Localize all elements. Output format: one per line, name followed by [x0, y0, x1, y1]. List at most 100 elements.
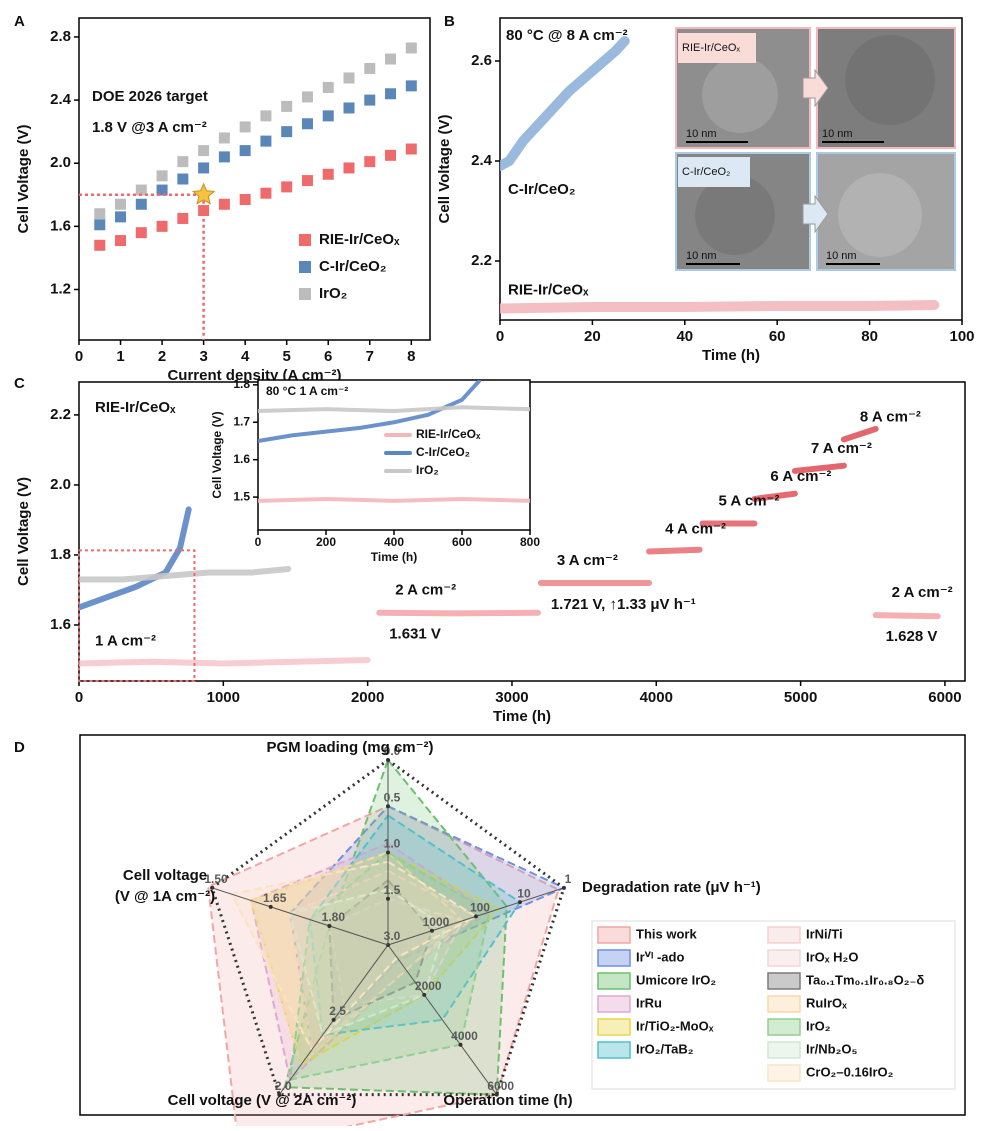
marker — [405, 42, 417, 54]
marker — [239, 194, 251, 206]
x-tick-label: 400 — [384, 535, 404, 549]
radar-axis-label: Cell voltage (V @ 2A cm⁻²) — [168, 1092, 357, 1109]
legend-swatch — [597, 949, 631, 967]
marker — [239, 145, 251, 157]
legend-swatch — [767, 972, 801, 990]
data-line — [872, 612, 941, 620]
y-tick-label: 1.6 — [50, 616, 71, 633]
marker — [405, 143, 417, 155]
data-line — [79, 656, 371, 667]
marker — [156, 184, 168, 196]
x-tick-label: 4000 — [640, 689, 673, 706]
marker — [260, 110, 272, 122]
legend-swatch — [767, 1041, 801, 1059]
legend-swatch — [299, 261, 311, 273]
marker — [260, 135, 272, 147]
radar-tick-label: 1.80 — [322, 910, 346, 924]
zoom-box — [78, 549, 196, 682]
y-tick-label: 1.8 — [50, 546, 71, 563]
radar-tick-label: 0.5 — [384, 790, 401, 804]
legend-label: IrO₂ — [416, 463, 439, 477]
data-line — [500, 300, 940, 314]
plot-area — [500, 36, 940, 314]
y-axis-label: Cell Voltage (V) — [210, 411, 224, 498]
legend-swatch — [597, 995, 631, 1013]
radar-series — [289, 805, 567, 1052]
texture — [695, 175, 775, 255]
plot-area — [79, 425, 941, 667]
radar-axis-label: PGM loading (mg cm⁻²) — [266, 739, 433, 756]
marker — [94, 219, 106, 231]
x-tick-label: 5000 — [784, 689, 817, 706]
radar-tick-label: 3.0 — [384, 929, 401, 943]
radar-axis — [387, 944, 498, 1095]
radar-axis-label: Operation time (h) — [443, 1092, 572, 1109]
marker — [260, 187, 272, 199]
marker — [115, 211, 127, 223]
x-tick-label: 4 — [241, 348, 250, 365]
radar-axis — [211, 887, 389, 946]
y-axis-label: Cell Voltage (V) — [436, 115, 453, 224]
data-line — [79, 565, 292, 583]
marker — [343, 72, 355, 84]
marker — [177, 173, 189, 185]
y-tick-label: 1.8 — [233, 377, 250, 391]
target-star — [191, 182, 216, 205]
y-tick-label: 1.7 — [233, 414, 250, 428]
x-tick-label: 0 — [75, 689, 83, 706]
annotation: 1.8 V @3 A cm⁻² — [92, 119, 207, 136]
x-tick-label: 8 — [407, 348, 415, 365]
marker — [156, 220, 168, 232]
value-label: 1.631 V — [389, 626, 441, 643]
legend-swatch — [767, 1064, 801, 1082]
legend-label: This work — [636, 926, 697, 941]
y-tick-label: 1.2 — [50, 280, 71, 297]
legend-swatch — [597, 972, 631, 990]
series-label: 7 A cm⁻² — [811, 440, 872, 457]
x-tick-label: 6000 — [928, 689, 961, 706]
x-tick-label: 80 — [861, 328, 878, 345]
marker — [322, 168, 334, 180]
panel-letter: C — [14, 375, 25, 392]
radar-tick-label: 1.0 — [384, 837, 401, 851]
y-tick-label: 2.8 — [50, 28, 71, 45]
radar-tick-label: 6000 — [487, 1079, 514, 1093]
x-tick-label: 1 — [116, 348, 124, 365]
x-tick-label: 2000 — [351, 689, 384, 706]
marker — [385, 53, 397, 65]
panel-letter: A — [14, 13, 25, 30]
radar-tick — [458, 1042, 463, 1047]
legend-label: IrO₂ — [806, 1018, 831, 1033]
radar-tick — [494, 1092, 499, 1097]
marker — [135, 227, 147, 239]
series-label: 4 A cm⁻² — [665, 520, 726, 537]
radar-tick — [331, 1017, 336, 1022]
radar-tick — [386, 804, 390, 809]
radar-tick-label: 4000 — [451, 1029, 478, 1043]
marker — [301, 175, 313, 187]
legend-label: IrO₂ — [319, 285, 347, 302]
marker — [177, 212, 189, 224]
texture — [838, 173, 922, 257]
radar-tick-label: 100 — [470, 901, 490, 915]
marker — [218, 132, 230, 144]
data-line — [258, 380, 481, 443]
annotation: 80 °C @ 8 A cm⁻² — [506, 27, 628, 44]
radar-tick — [561, 885, 566, 890]
legend-swatch — [767, 1018, 801, 1036]
radar-outline — [210, 758, 566, 1097]
x-tick-label: 20 — [584, 328, 601, 345]
radar-tick — [327, 923, 332, 928]
x-tick-label: 200 — [316, 535, 336, 549]
y-tick-label: 2.2 — [50, 406, 71, 423]
legend-swatch — [767, 949, 801, 967]
marker — [281, 100, 293, 112]
legend-label: RIE-Ir/CeOₓ — [319, 231, 400, 248]
marker — [343, 162, 355, 174]
radar-tick-label: 1.50 — [204, 872, 228, 886]
x-tick-label: 0 — [255, 535, 262, 549]
annotation: RIE-Ir/CeOₓ — [95, 399, 176, 416]
panel: 0 1000 2000 3000 4000 5000 60001.61.82.02.2Tim… — [15, 381, 966, 725]
